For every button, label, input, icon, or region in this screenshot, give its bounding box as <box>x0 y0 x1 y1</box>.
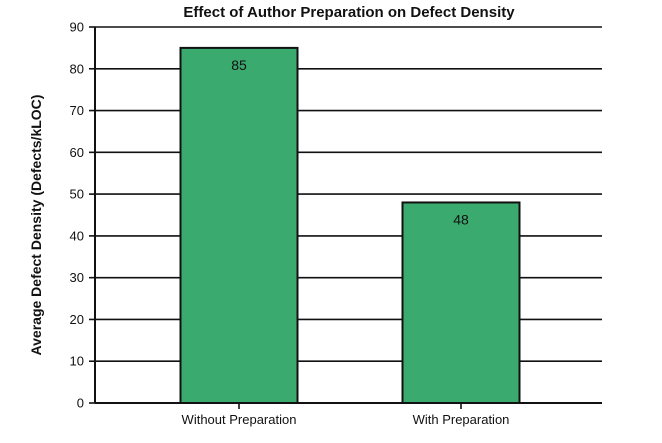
y-tick-label: 50 <box>70 187 84 202</box>
y-tick-label: 90 <box>70 20 84 35</box>
bar <box>401 201 521 404</box>
axes <box>89 26 602 409</box>
x-category-label: Without Preparation <box>182 412 297 427</box>
y-tick-label: 70 <box>70 103 84 118</box>
x-category-labels: Without Preparation With Preparation <box>182 412 510 427</box>
y-tick-label: 40 <box>70 228 84 243</box>
y-tick-label: 0 <box>77 396 84 411</box>
y-tick-label: 20 <box>70 312 84 327</box>
y-axis-label: Average Defect Density (Defects/kLOC) <box>28 95 44 356</box>
bars <box>179 46 521 405</box>
y-tick-label: 10 <box>70 354 84 369</box>
y-tick-label: 60 <box>70 145 84 160</box>
chart-title: Effect of Author Preparation on Defect D… <box>183 4 515 21</box>
bar-value-label: 85 <box>231 57 247 73</box>
bar-value-label: 48 <box>453 211 469 227</box>
x-category-label: With Preparation <box>413 412 510 427</box>
bar <box>179 46 299 405</box>
y-tick-labels: 0 10 20 30 40 50 60 70 80 90 <box>70 20 84 411</box>
y-tick-label: 30 <box>70 270 84 285</box>
y-tick-label: 80 <box>70 61 84 76</box>
bar-value-labels: 85 48 <box>231 57 469 228</box>
gridlines <box>95 26 602 363</box>
